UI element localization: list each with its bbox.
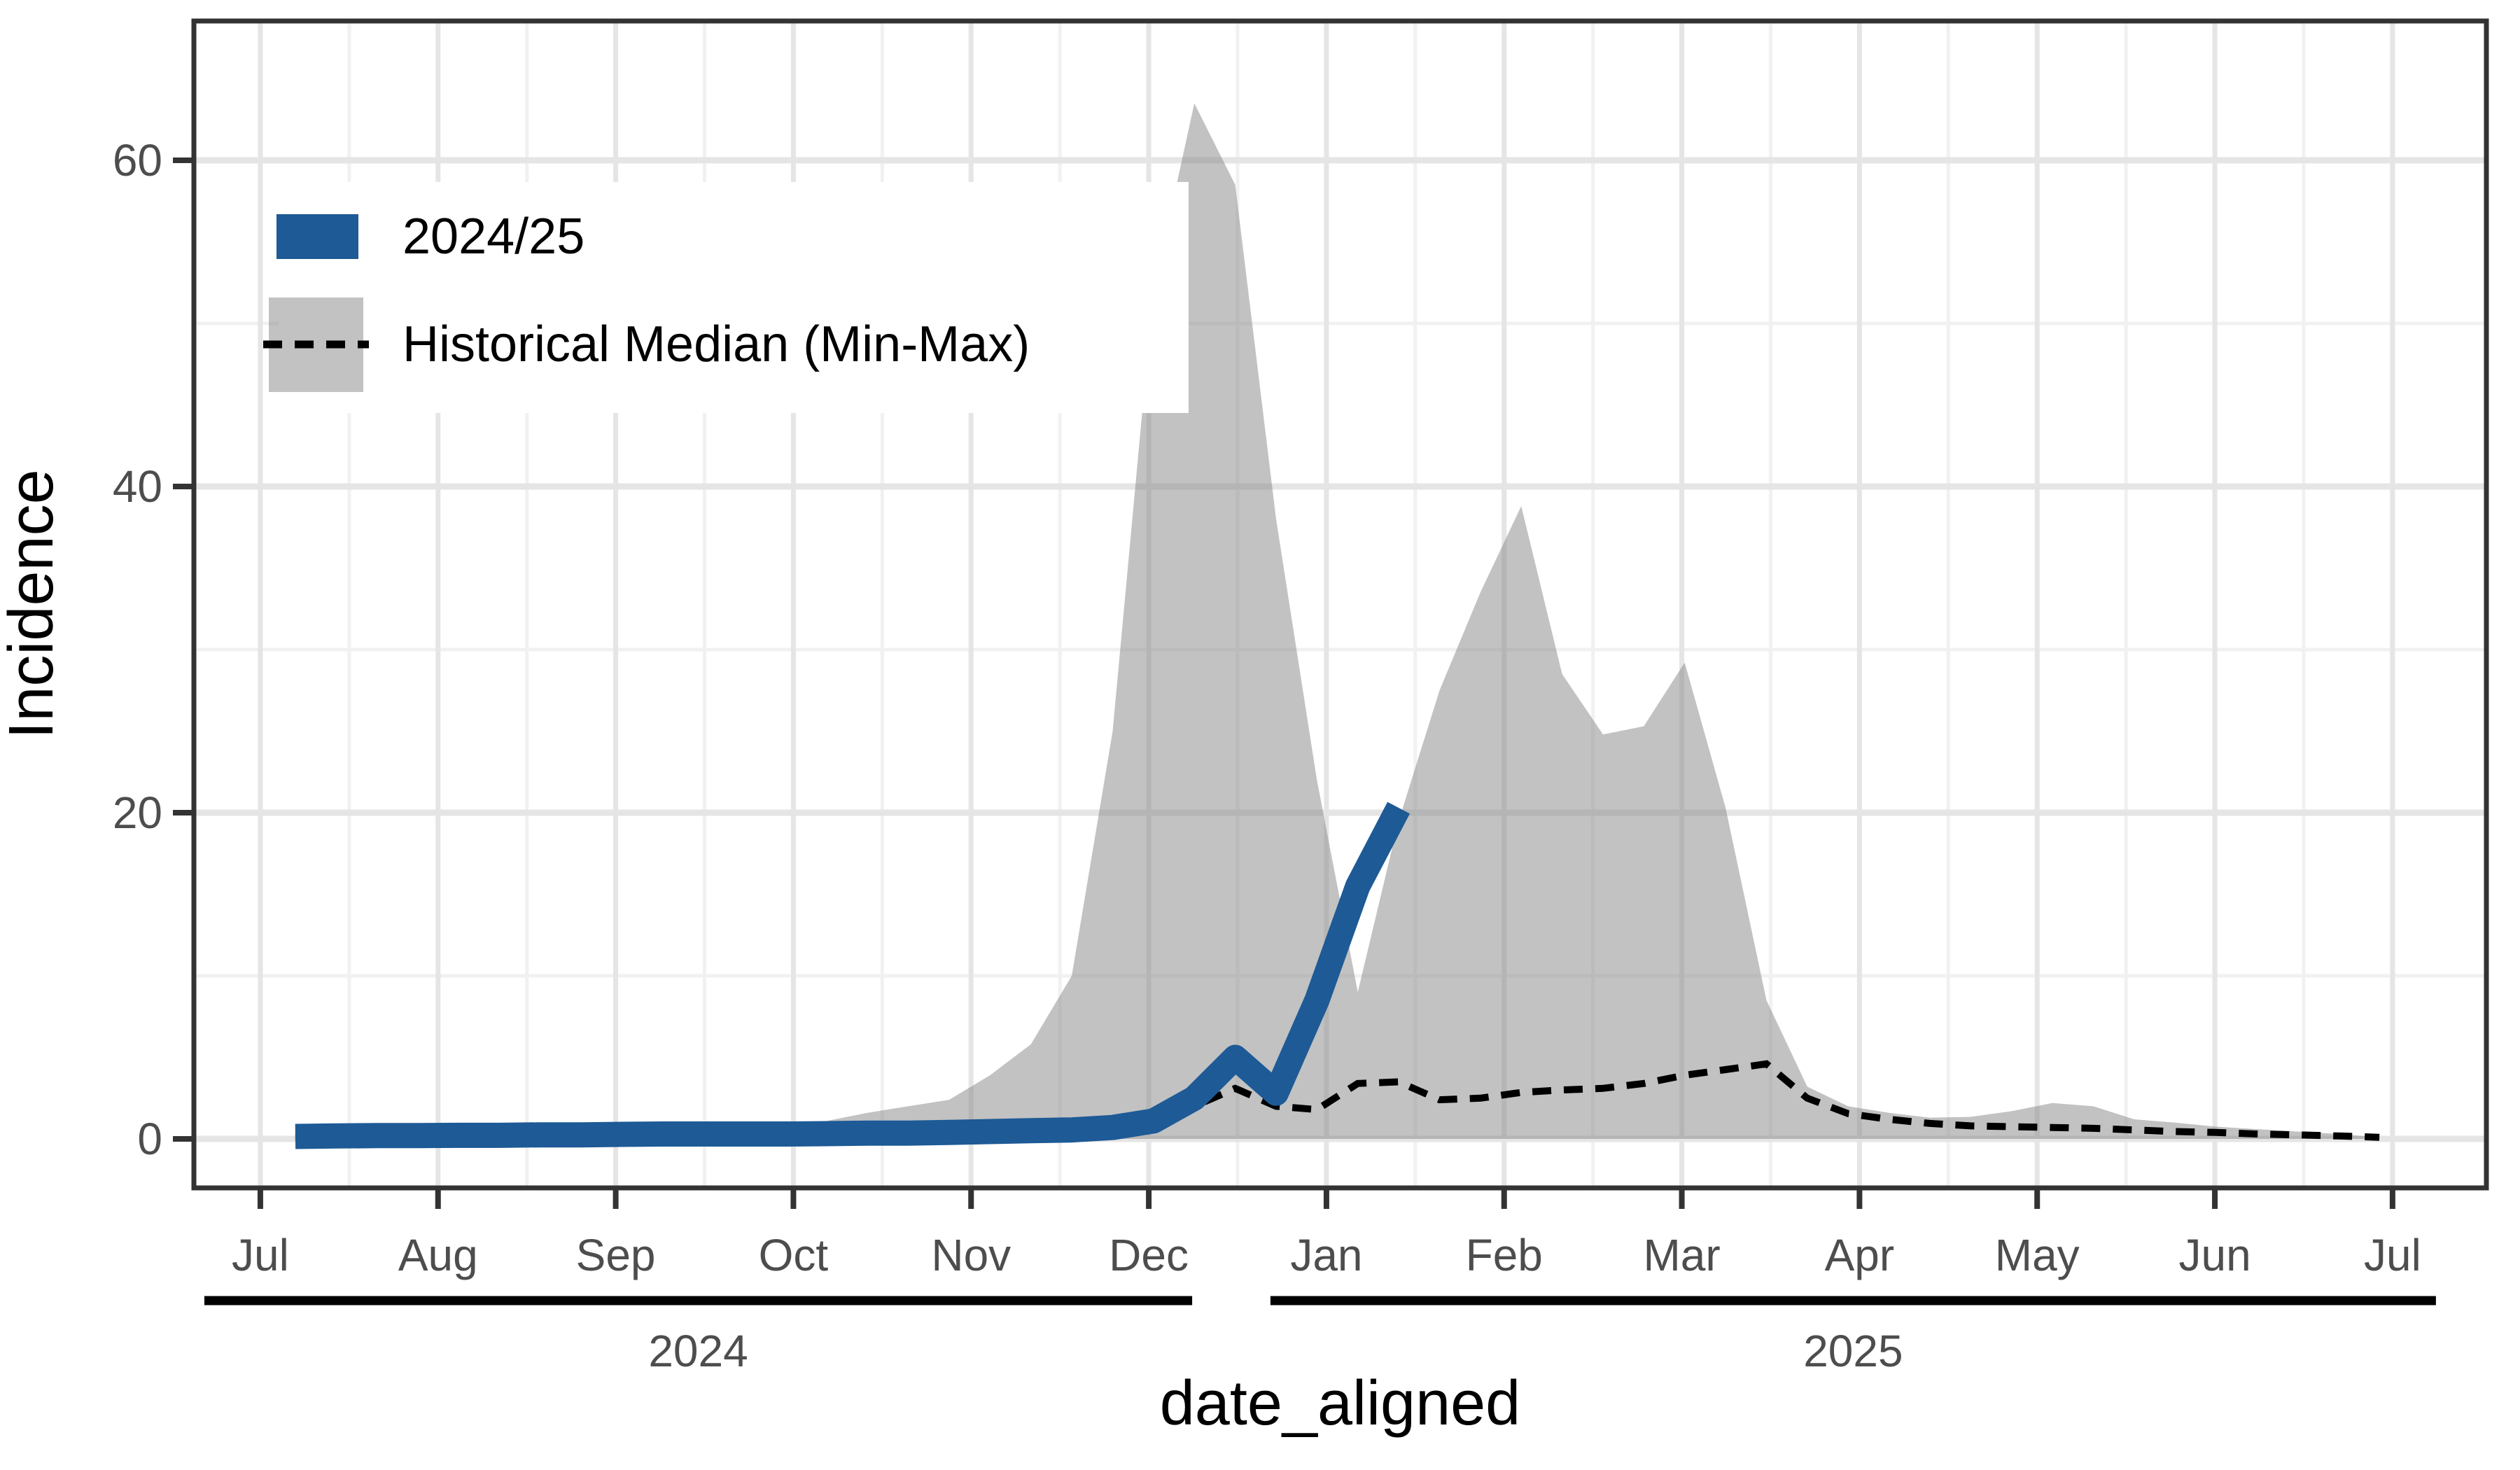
x-tick-label-dec-5: Dec xyxy=(1109,1230,1189,1280)
season-2425-path xyxy=(295,802,1410,1149)
year-axis: 2024 2025 xyxy=(204,1296,2436,1376)
legend-key-minmax-box xyxy=(269,298,363,392)
x-tick-label-mar-8: Mar xyxy=(1643,1230,1720,1280)
x-tick-label-oct-3: Oct xyxy=(759,1230,829,1280)
y-tick-label-20: 20 xyxy=(113,788,162,838)
year-label-2024: 2024 xyxy=(648,1326,748,1376)
x-tick-label-aug-1: Aug xyxy=(398,1230,478,1280)
y-tick-label-60: 60 xyxy=(113,135,162,186)
x-tick-label-jul-12: Jul xyxy=(2364,1230,2421,1280)
x-tick-label-jan-6: Jan xyxy=(1290,1230,1362,1280)
x-tick-label-jun-11: Jun xyxy=(2178,1230,2250,1280)
year-label-2025: 2025 xyxy=(1803,1326,1903,1376)
y-tick-label-0: 0 xyxy=(137,1114,162,1164)
x-axis-title: date_aligned xyxy=(1160,1368,1520,1438)
legend: 2024/25 Historical Median (Min-Max) xyxy=(263,182,1189,413)
x-tick-label-feb-7: Feb xyxy=(1466,1230,1543,1280)
panel-border-rect xyxy=(191,18,2489,1191)
legend-label-historical-median: Historical Median (Min-Max) xyxy=(402,316,1030,372)
x-tick-label-jul-0: Jul xyxy=(232,1230,289,1280)
axis-titles: date_aligned Incidence xyxy=(0,469,1520,1438)
y-axis-labels: 0 20 40 60 xyxy=(113,135,162,1164)
panel-border xyxy=(191,18,2489,1191)
axis-ticks xyxy=(173,158,2395,1209)
x-tick-label-nov-4: Nov xyxy=(931,1230,1011,1280)
legend-label-2024-25: 2024/25 xyxy=(402,209,584,265)
current-season-line xyxy=(295,802,1410,1149)
x-tick-label-apr-9: Apr xyxy=(1825,1230,1895,1280)
x-tick-label-sep-2: Sep xyxy=(576,1230,656,1280)
y-axis-title: Incidence xyxy=(0,469,66,738)
y-tick-label-40: 40 xyxy=(113,461,162,512)
x-axis-labels: Jul Aug Sep Oct Nov Dec Jan Feb Mar Apr May Jun Jul xyxy=(232,1230,2421,1280)
x-tick-label-may-10: May xyxy=(1995,1230,2080,1280)
legend-background xyxy=(279,182,1189,413)
